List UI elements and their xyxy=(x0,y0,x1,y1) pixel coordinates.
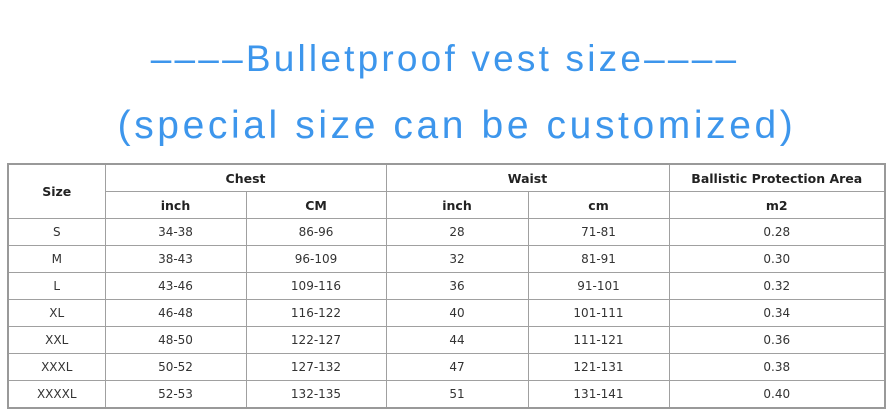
cell-waist-inch: 32 xyxy=(385,245,529,273)
cell-waist-cm: 111-121 xyxy=(527,326,670,354)
cell-waist-cm: 91-101 xyxy=(527,272,670,300)
cell-chest-inch: 38-43 xyxy=(104,245,247,273)
cell-area-m2: 0.34 xyxy=(668,299,886,327)
cell-chest-inch: 48-50 xyxy=(104,326,247,354)
cell-chest-cm: 127-132 xyxy=(245,353,387,381)
cell-area-m2: 0.28 xyxy=(668,218,886,246)
cell-size: XL xyxy=(7,299,106,327)
header-row-units: inch CM inch cm m2 xyxy=(8,191,886,219)
cell-waist-inch: 51 xyxy=(385,380,529,409)
cell-waist-cm: 81-91 xyxy=(527,245,670,273)
cell-chest-inch: 46-48 xyxy=(104,299,247,327)
table-row: XL 46-48 116-122 40 101-111 0.34 xyxy=(7,299,886,327)
cell-chest-cm: 86-96 xyxy=(245,218,387,246)
header-row-groups: Size Chest Waist Ballistic Protection Ar… xyxy=(7,163,886,219)
cell-chest-cm: 122-127 xyxy=(245,326,387,354)
cell-waist-cm: 71-81 xyxy=(527,218,670,246)
cell-waist-inch: 28 xyxy=(385,218,529,246)
page-subtitle: (special size can be customized) xyxy=(117,104,797,147)
header-area: Ballistic Protection Area xyxy=(668,163,886,192)
cell-chest-cm: 96-109 xyxy=(245,245,387,273)
size-table: Size Chest Waist Ballistic Protection Ar… xyxy=(7,163,886,409)
header-chest-inch: inch xyxy=(104,191,247,219)
cell-waist-cm: 131-141 xyxy=(527,380,670,409)
cell-area-m2: 0.38 xyxy=(668,353,886,381)
cell-chest-inch: 50-52 xyxy=(104,353,247,381)
cell-area-m2: 0.30 xyxy=(668,245,886,273)
table-row: XXXL 50-52 127-132 47 121-131 0.38 xyxy=(7,353,886,381)
cell-waist-inch: 40 xyxy=(385,299,529,327)
cell-waist-cm: 121-131 xyxy=(527,353,670,381)
table-row: XXL 48-50 122-127 44 111-121 0.36 xyxy=(7,326,886,354)
table-row: S 34-38 86-96 28 71-81 0.28 xyxy=(7,218,886,246)
cell-chest-cm: 116-122 xyxy=(245,299,387,327)
cell-size: XXL xyxy=(7,326,106,354)
cell-size: XXXL xyxy=(7,353,106,381)
cell-area-m2: 0.40 xyxy=(668,380,886,409)
page-title: ––––Bulletproof vest size–––– xyxy=(150,38,740,79)
cell-chest-inch: 52-53 xyxy=(104,380,247,409)
cell-chest-cm: 132-135 xyxy=(245,380,387,409)
cell-waist-inch: 44 xyxy=(385,326,529,354)
cell-chest-inch: 34-38 xyxy=(104,218,247,246)
header-waist: Waist xyxy=(385,163,670,192)
header-waist-inch: inch xyxy=(385,191,529,219)
cell-waist-inch: 36 xyxy=(385,272,529,300)
cell-size: M xyxy=(7,245,106,273)
cell-chest-inch: 43-46 xyxy=(104,272,247,300)
cell-size: XXXXL xyxy=(7,380,106,409)
header-chest-cm: CM xyxy=(245,191,387,219)
cell-waist-inch: 47 xyxy=(385,353,529,381)
table-row: M 38-43 96-109 32 81-91 0.30 xyxy=(7,245,886,273)
cell-area-m2: 0.36 xyxy=(668,326,886,354)
cell-size: L xyxy=(7,272,106,300)
table-row: XXXXL 52-53 132-135 51 131-141 0.40 xyxy=(7,380,886,409)
cell-size: S xyxy=(7,218,106,246)
table-row: L 43-46 109-116 36 91-101 0.32 xyxy=(7,272,886,300)
header-chest: Chest xyxy=(104,163,387,192)
cell-chest-cm: 109-116 xyxy=(245,272,387,300)
cell-area-m2: 0.32 xyxy=(668,272,886,300)
header-size: Size xyxy=(7,163,106,219)
header-waist-cm: cm xyxy=(527,191,670,219)
cell-waist-cm: 101-111 xyxy=(527,299,670,327)
header-area-m2: m2 xyxy=(668,191,886,219)
